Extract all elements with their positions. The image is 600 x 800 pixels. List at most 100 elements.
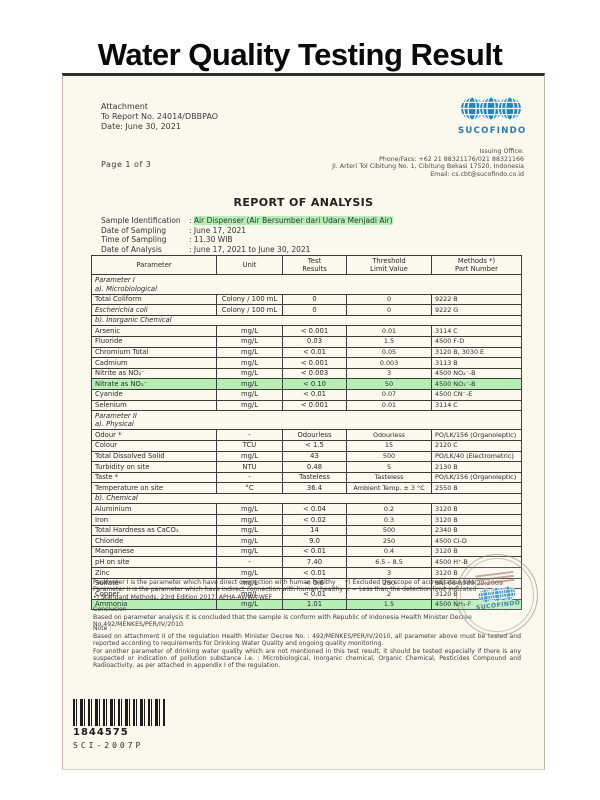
unit-cell: °C — [216, 482, 283, 494]
unit-cell: mg/L — [216, 335, 283, 348]
unit-header: Unit — [216, 254, 283, 276]
result-cell: 0.48 — [282, 461, 347, 473]
unit-cell: TCU — [216, 439, 283, 452]
method-cell: 3114 C — [431, 399, 522, 412]
param-cell: Colour — [91, 439, 217, 452]
document-code: SCI-2007P — [73, 741, 144, 750]
method-cell: 4500 F-D — [431, 335, 522, 348]
result-cell: 43 — [282, 450, 347, 463]
param-cell: Cadmium — [91, 357, 217, 369]
param-cell: Odour * — [91, 429, 217, 441]
threshold-cell: 0 — [346, 293, 432, 306]
param-cell: Total Hardness as CaCO₃ — [91, 524, 217, 537]
logo-wordmark: SUCOFINDO — [458, 126, 527, 136]
result-cell: 0.03 — [282, 335, 347, 348]
time-sampling-value: 11.30 WIB — [193, 235, 233, 245]
time-of-sampling-row: Time of Sampling: 11.30 WIB — [101, 235, 393, 245]
note-paragraph-2: For another parameter of drinking water … — [93, 647, 521, 670]
param-cell: Nitrite as NO₂⁻ — [91, 367, 217, 380]
table-row: Cyanide mg/L < 0.01 0.07 4500 CN⁻-E — [91, 388, 522, 401]
separator: : — [189, 235, 192, 245]
footnotes-left: Parameter I is the parameter which have … — [93, 579, 345, 601]
result-cell: < 0.01 — [282, 567, 347, 579]
param-cell: Aluminium — [91, 503, 217, 516]
threshold-cell: 0.3 — [346, 514, 432, 526]
footnotes-right: *) Excluded the scope of accreditation K… — [345, 579, 523, 601]
param-cell: Chromium Total — [91, 346, 217, 359]
param-cell: Iron — [91, 514, 217, 526]
section-row: b). Inorganic Chemical — [91, 314, 522, 327]
footnotes-block: Parameter I is the parameter which have … — [93, 579, 523, 601]
unit-cell: mg/L — [216, 450, 283, 463]
result-cell: 14 — [282, 524, 347, 537]
table-row: Cadmium mg/L < 0.001 0.003 3113 B — [91, 357, 522, 369]
page-number: Page 1 of 3 — [101, 160, 152, 169]
param-cell: Chloride — [91, 535, 217, 547]
method-cell: 2130 B — [431, 461, 522, 473]
method-cell: 3114 C — [431, 325, 522, 337]
method-cell: 3113 B — [431, 357, 522, 369]
result-cell: < 0.01 — [282, 545, 347, 558]
threshold-cell: 500 — [346, 524, 432, 537]
threshold-cell: 0 — [346, 304, 432, 316]
table-row: Fluoride mg/L 0.03 1.5 4500 F-D — [91, 335, 522, 348]
param-cell: Fluoride — [91, 335, 217, 348]
result-cell: < 0.10 — [282, 378, 347, 390]
unit-cell: mg/L — [216, 567, 283, 579]
section-row: b). Chemical — [91, 492, 522, 505]
table-row: Total Dissolved Solid mg/L 43 500 PO/LK/40 (… — [91, 450, 522, 463]
separator: : — [189, 225, 192, 235]
result-cell: < 0.02 — [282, 514, 347, 526]
page-title: Water Quality Testing Result — [97, 36, 503, 72]
param-cell: Taste * — [91, 471, 217, 484]
table-row: Total Coliform Colony / 100 mL 0 0 9222 B — [91, 293, 522, 306]
result-cell: < 1.5 — [282, 439, 347, 452]
report-date: Date: June 30, 2021 — [101, 122, 181, 131]
result-cell: Odourless — [282, 429, 347, 441]
note-heading: Note : — [93, 625, 112, 632]
table-row: Temperature on site °C 36.4 Ambient Temp. ±… — [91, 482, 522, 494]
note-block: Note : Based on attachment II of the reg… — [93, 625, 521, 669]
param-cell: Selenium — [91, 399, 217, 412]
table-header-row: Parameter Unit Test Results Threshold Li… — [91, 254, 522, 276]
parameter-header: Parameter — [91, 254, 217, 276]
analysis-table: Parameter Unit Test Results Threshold Li… — [91, 254, 522, 611]
unit-cell: mg/L — [216, 367, 283, 380]
conclusion-text: Based on parameter analysis it is conclu… — [93, 613, 472, 629]
method-cell: 9222 G — [431, 304, 522, 316]
unit-cell: mg/L — [216, 346, 283, 359]
date-sampling-value: June 17, 2021 — [193, 225, 247, 235]
threshold-cell: 0.003 — [346, 357, 432, 369]
barcode-block: 1844575 SCI-2007P — [73, 699, 165, 750]
section-label: b). Inorganic Chemical — [91, 314, 522, 327]
sample-identification-row: Sample Identification: Air Dispenser (Ai… — [101, 216, 393, 226]
param-cell: Escherichia coli — [91, 304, 217, 316]
table-row: Chromium Total mg/L < 0.01 0.05 3120 B, 3030… — [91, 346, 522, 359]
method-cell: 2340 B — [431, 524, 522, 537]
barcode-stripes-icon — [73, 699, 165, 726]
threshold-cell: 0.07 — [346, 388, 432, 401]
issuer-phone: Phone/Facs: +62 21 88321176/021 88321166 — [379, 155, 524, 163]
conclusion-block: Conclusion Based on parameter analysis i… — [93, 606, 523, 629]
result-cell: 9.0 — [282, 535, 347, 547]
param-cell: Turbidity on site — [91, 461, 217, 473]
method-cell: 4500 NO₂⁻-B — [431, 367, 522, 380]
threshold-cell: Tasteless — [346, 471, 432, 484]
threshold-cell: 0.01 — [346, 325, 432, 337]
sucofindo-globes-icon — [460, 96, 522, 121]
sucofindo-logo: SUCOFINDO — [458, 96, 527, 136]
separator: : — [189, 216, 192, 225]
param-cell: Arsenic — [91, 325, 217, 337]
report-number: To Report No. 24014/DBBPAO — [101, 112, 219, 121]
unit-cell: Colony / 100 mL — [216, 293, 283, 306]
result-cell: 7.40 — [282, 556, 347, 569]
unit-cell: - — [216, 471, 283, 484]
result-cell: < 0.04 — [282, 503, 347, 516]
threshold-cell: 6.5 – 8.5 — [346, 556, 432, 569]
stamp-decoration: · · · — [489, 608, 510, 619]
table-row: Selenium mg/L < 0.001 0.01 3114 C — [91, 399, 522, 412]
result-cell: 0 — [282, 304, 347, 316]
date-analysis-value: June 17, 2021 to June 30, 2021 — [193, 244, 311, 254]
footnote-kan: *) Excluded the scope of accreditation K… — [345, 579, 477, 586]
